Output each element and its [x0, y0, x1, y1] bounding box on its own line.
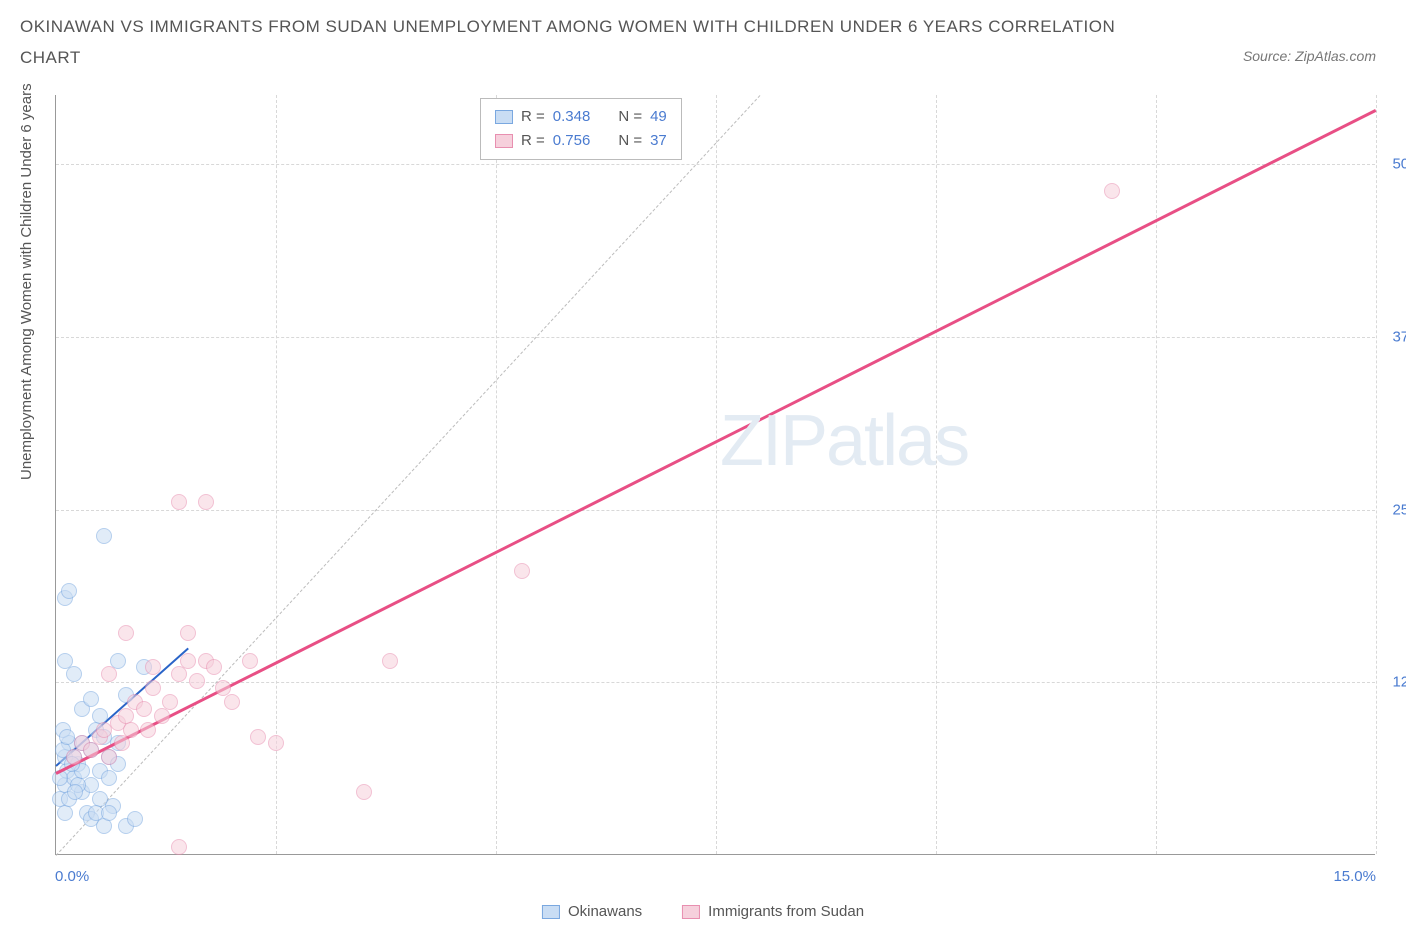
n-label: N = [618, 129, 642, 153]
legend-label-sudan: Immigrants from Sudan [708, 903, 864, 920]
legend-stats: R = 0.348 N = 49 R = 0.756 N = 37 [480, 98, 682, 160]
legend-label-okinawans: Okinawans [568, 903, 642, 920]
data-point [180, 653, 196, 669]
legend-stat-row: R = 0.348 N = 49 [495, 105, 667, 129]
legend-item-sudan: Immigrants from Sudan [682, 903, 864, 920]
data-point [171, 666, 187, 682]
data-point [171, 494, 187, 510]
source-label: Source: ZipAtlas.com [1243, 48, 1376, 64]
n-value: 37 [650, 129, 667, 153]
r-value: 0.756 [553, 129, 591, 153]
data-point [83, 742, 99, 758]
data-point [66, 666, 82, 682]
gridline-v [1376, 95, 1377, 854]
data-point [66, 749, 82, 765]
gridline-v [1156, 95, 1157, 854]
reference-diagonal [56, 95, 761, 856]
data-point [83, 691, 99, 707]
data-point [206, 659, 222, 675]
legend-series: Okinawans Immigrants from Sudan [542, 903, 864, 920]
n-label: N = [618, 105, 642, 129]
r-value: 0.348 [553, 105, 591, 129]
data-point [140, 722, 156, 738]
data-point [57, 653, 73, 669]
y-tick-label: 12.5% [1392, 674, 1406, 691]
chart-title: OKINAWAN VS IMMIGRANTS FROM SUDAN UNEMPL… [20, 12, 1120, 73]
data-point [268, 735, 284, 751]
data-point [101, 749, 117, 765]
data-point [127, 811, 143, 827]
data-point [114, 735, 130, 751]
y-tick-label: 37.5% [1392, 328, 1406, 345]
data-point [162, 694, 178, 710]
legend-stat-row: R = 0.756 N = 37 [495, 129, 667, 153]
data-point [189, 673, 205, 689]
data-point [514, 563, 530, 579]
data-point [96, 528, 112, 544]
data-point [61, 583, 77, 599]
data-point [198, 494, 214, 510]
data-point [242, 653, 258, 669]
data-point [171, 839, 187, 855]
data-point [123, 722, 139, 738]
y-axis-label: Unemployment Among Women with Children U… [18, 83, 35, 480]
data-point [145, 659, 161, 675]
r-label: R = [521, 105, 545, 129]
data-point [356, 784, 372, 800]
data-point [180, 625, 196, 641]
y-tick-label: 25.0% [1392, 501, 1406, 518]
gridline-v [716, 95, 717, 854]
n-value: 49 [650, 105, 667, 129]
swatch-icon [495, 134, 513, 148]
data-point [250, 729, 266, 745]
data-point [96, 818, 112, 834]
data-point [224, 694, 240, 710]
swatch-sudan [682, 905, 700, 919]
gridline-v [936, 95, 937, 854]
data-point [59, 729, 75, 745]
swatch-icon [495, 110, 513, 124]
gridline-v [496, 95, 497, 854]
data-point [118, 625, 134, 641]
data-point [101, 770, 117, 786]
y-tick-label: 50.0% [1392, 156, 1406, 173]
x-tick-max: 15.0% [1333, 868, 1376, 885]
data-point [101, 666, 117, 682]
data-point [101, 805, 117, 821]
data-point [154, 708, 170, 724]
data-point [1104, 183, 1120, 199]
swatch-okinawans [542, 905, 560, 919]
plot-area: 12.5%25.0%37.5%50.0% [55, 95, 1375, 855]
data-point [145, 680, 161, 696]
data-point [57, 805, 73, 821]
data-point [136, 701, 152, 717]
data-point [67, 784, 83, 800]
x-tick-min: 0.0% [55, 868, 89, 885]
data-point [382, 653, 398, 669]
legend-item-okinawans: Okinawans [542, 903, 642, 920]
r-label: R = [521, 129, 545, 153]
